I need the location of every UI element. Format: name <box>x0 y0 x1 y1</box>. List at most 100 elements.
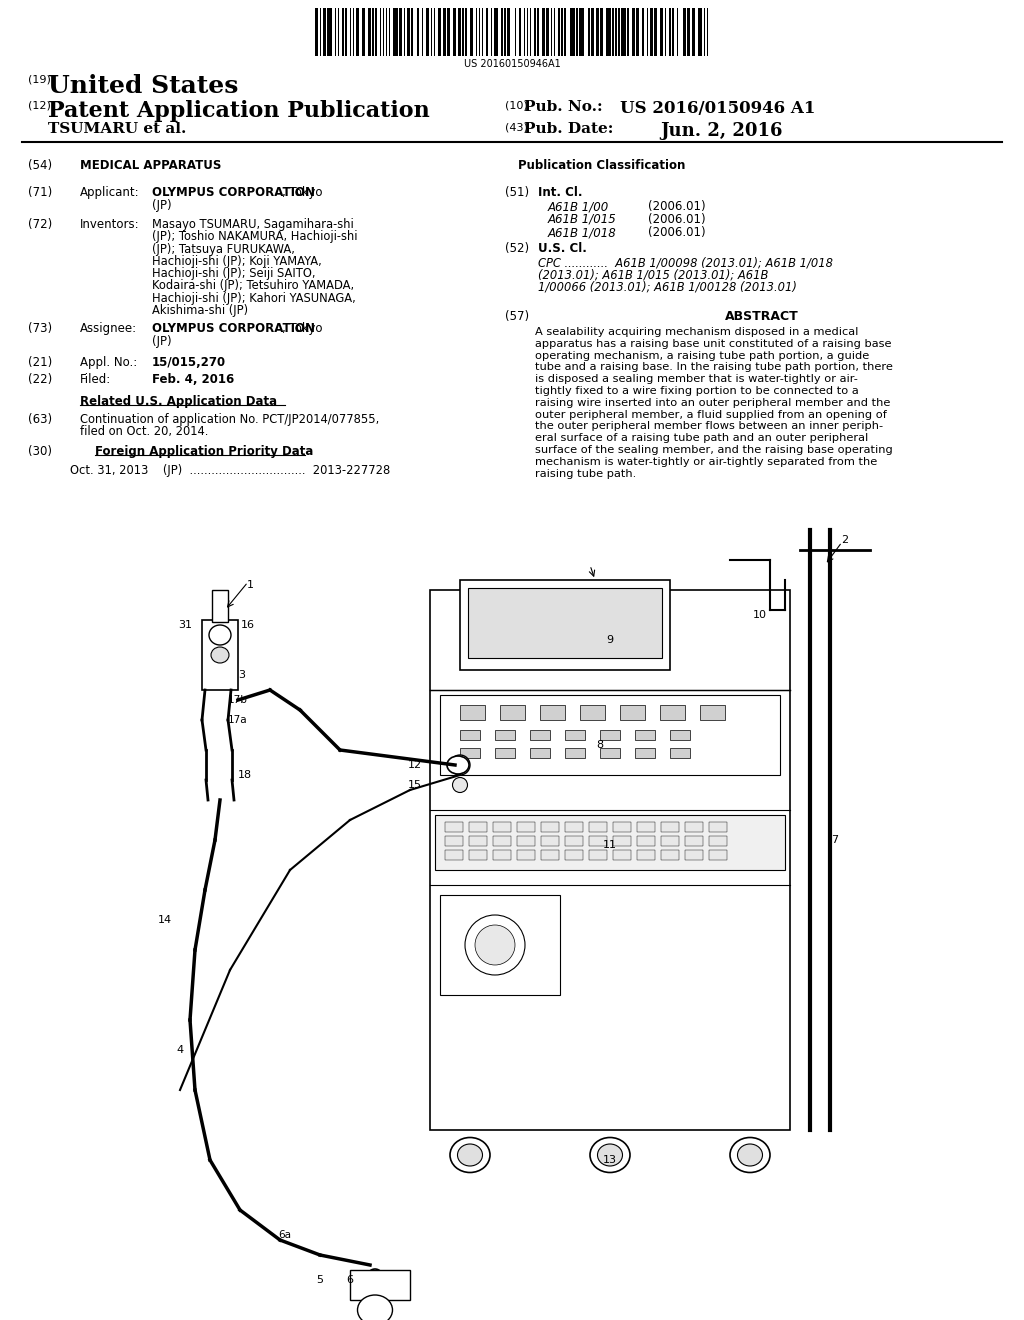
Text: 6: 6 <box>346 1275 353 1284</box>
Bar <box>523 8 525 55</box>
Bar <box>486 8 487 55</box>
Bar <box>558 8 559 55</box>
Bar <box>542 8 545 55</box>
Text: 8: 8 <box>596 741 603 750</box>
Bar <box>541 850 559 861</box>
Bar <box>618 8 620 55</box>
Text: 2: 2 <box>842 535 849 545</box>
Bar <box>589 836 607 846</box>
Bar <box>580 705 605 719</box>
Bar <box>519 8 520 55</box>
Text: Masayo TSUMARU, Sagamihara-shi: Masayo TSUMARU, Sagamihara-shi <box>152 218 353 231</box>
Text: (10): (10) <box>505 100 527 110</box>
Bar <box>564 8 565 55</box>
Text: (57): (57) <box>505 310 529 323</box>
Bar <box>433 8 435 55</box>
Bar <box>579 8 584 55</box>
Bar <box>399 8 402 55</box>
Text: (19): (19) <box>28 74 51 84</box>
Text: 31: 31 <box>178 620 193 630</box>
Text: Appl. No.:: Appl. No.: <box>80 356 137 370</box>
Text: 1/00066 (2013.01); A61B 1/00128 (2013.01): 1/00066 (2013.01); A61B 1/00128 (2013.01… <box>538 280 797 293</box>
Text: 9: 9 <box>606 635 613 645</box>
Bar <box>319 8 321 55</box>
Bar <box>350 1270 410 1300</box>
Ellipse shape <box>737 1144 763 1166</box>
Bar <box>649 8 652 55</box>
Text: Kodaira-shi (JP); Tetsuhiro YAMADA,: Kodaira-shi (JP); Tetsuhiro YAMADA, <box>152 280 354 293</box>
Text: (2006.01): (2006.01) <box>648 226 706 239</box>
Text: eral surface of a raising tube path and an outer peripheral: eral surface of a raising tube path and … <box>535 433 868 444</box>
Bar <box>327 8 332 55</box>
Bar <box>422 8 423 55</box>
Bar <box>368 8 371 55</box>
Bar <box>517 836 535 846</box>
Bar <box>504 8 506 55</box>
Text: Continuation of application No. PCT/JP2014/077855,: Continuation of application No. PCT/JP20… <box>80 413 379 426</box>
Bar <box>565 822 583 832</box>
Bar <box>372 8 374 55</box>
Text: TSUMARU et al.: TSUMARU et al. <box>48 121 186 136</box>
Text: A sealability acquiring mechanism disposed in a medical: A sealability acquiring mechanism dispos… <box>535 327 858 337</box>
Bar <box>654 8 657 55</box>
Text: OLYMPUS CORPORATION: OLYMPUS CORPORATION <box>152 322 315 335</box>
Bar <box>588 8 590 55</box>
Text: (43): (43) <box>505 121 528 132</box>
Bar <box>620 705 645 719</box>
Ellipse shape <box>366 1269 384 1291</box>
Bar <box>589 822 607 832</box>
Bar <box>613 850 631 861</box>
Bar <box>669 8 671 55</box>
Bar <box>493 822 511 832</box>
Bar <box>546 8 549 55</box>
Bar <box>672 8 674 55</box>
Ellipse shape <box>357 1295 392 1320</box>
Bar <box>460 748 480 758</box>
Bar <box>541 836 559 846</box>
Bar <box>540 705 565 719</box>
Text: Akishima-shi (JP): Akishima-shi (JP) <box>152 304 248 317</box>
Text: 3: 3 <box>239 671 246 680</box>
Bar <box>460 579 670 671</box>
Bar <box>342 8 343 55</box>
Bar <box>494 8 498 55</box>
Bar <box>565 836 583 846</box>
Bar <box>458 8 461 55</box>
Bar <box>445 850 463 861</box>
Bar <box>683 8 685 55</box>
Bar <box>707 8 708 55</box>
Bar <box>575 8 578 55</box>
Text: 4: 4 <box>176 1045 183 1055</box>
Bar <box>495 730 515 741</box>
Text: CPC ............  A61B 1/00098 (2013.01); A61B 1/018: CPC ............ A61B 1/00098 (2013.01);… <box>538 256 833 269</box>
Text: 6a: 6a <box>279 1230 292 1239</box>
Bar <box>670 748 690 758</box>
Bar <box>500 705 525 719</box>
Text: Applicant:: Applicant: <box>80 186 139 199</box>
Text: 15: 15 <box>408 780 422 789</box>
Ellipse shape <box>465 915 525 975</box>
Bar <box>469 8 472 55</box>
Bar <box>469 836 487 846</box>
Text: Publication Classification: Publication Classification <box>518 158 685 172</box>
Text: raising wire inserted into an outer peripheral member and the: raising wire inserted into an outer peri… <box>535 397 891 408</box>
Text: , Tokyo: , Tokyo <box>282 322 323 335</box>
Ellipse shape <box>475 925 515 965</box>
Bar <box>352 8 354 55</box>
Text: (JP): (JP) <box>152 199 172 213</box>
Bar <box>469 850 487 861</box>
Text: 5: 5 <box>316 1275 324 1284</box>
Bar <box>600 8 603 55</box>
Bar <box>570 8 574 55</box>
Text: OLYMPUS CORPORATION: OLYMPUS CORPORATION <box>152 186 315 199</box>
Ellipse shape <box>453 777 468 792</box>
Bar <box>670 730 690 741</box>
Bar <box>646 8 648 55</box>
Ellipse shape <box>450 1138 490 1172</box>
Bar <box>202 620 238 690</box>
Bar <box>700 705 725 719</box>
Text: (21): (21) <box>28 356 52 370</box>
Bar <box>323 8 326 55</box>
Text: the outer peripheral member flows between an inner periph-: the outer peripheral member flows betwee… <box>535 421 883 432</box>
Text: operating mechanism, a raising tube path portion, a guide: operating mechanism, a raising tube path… <box>535 351 869 360</box>
